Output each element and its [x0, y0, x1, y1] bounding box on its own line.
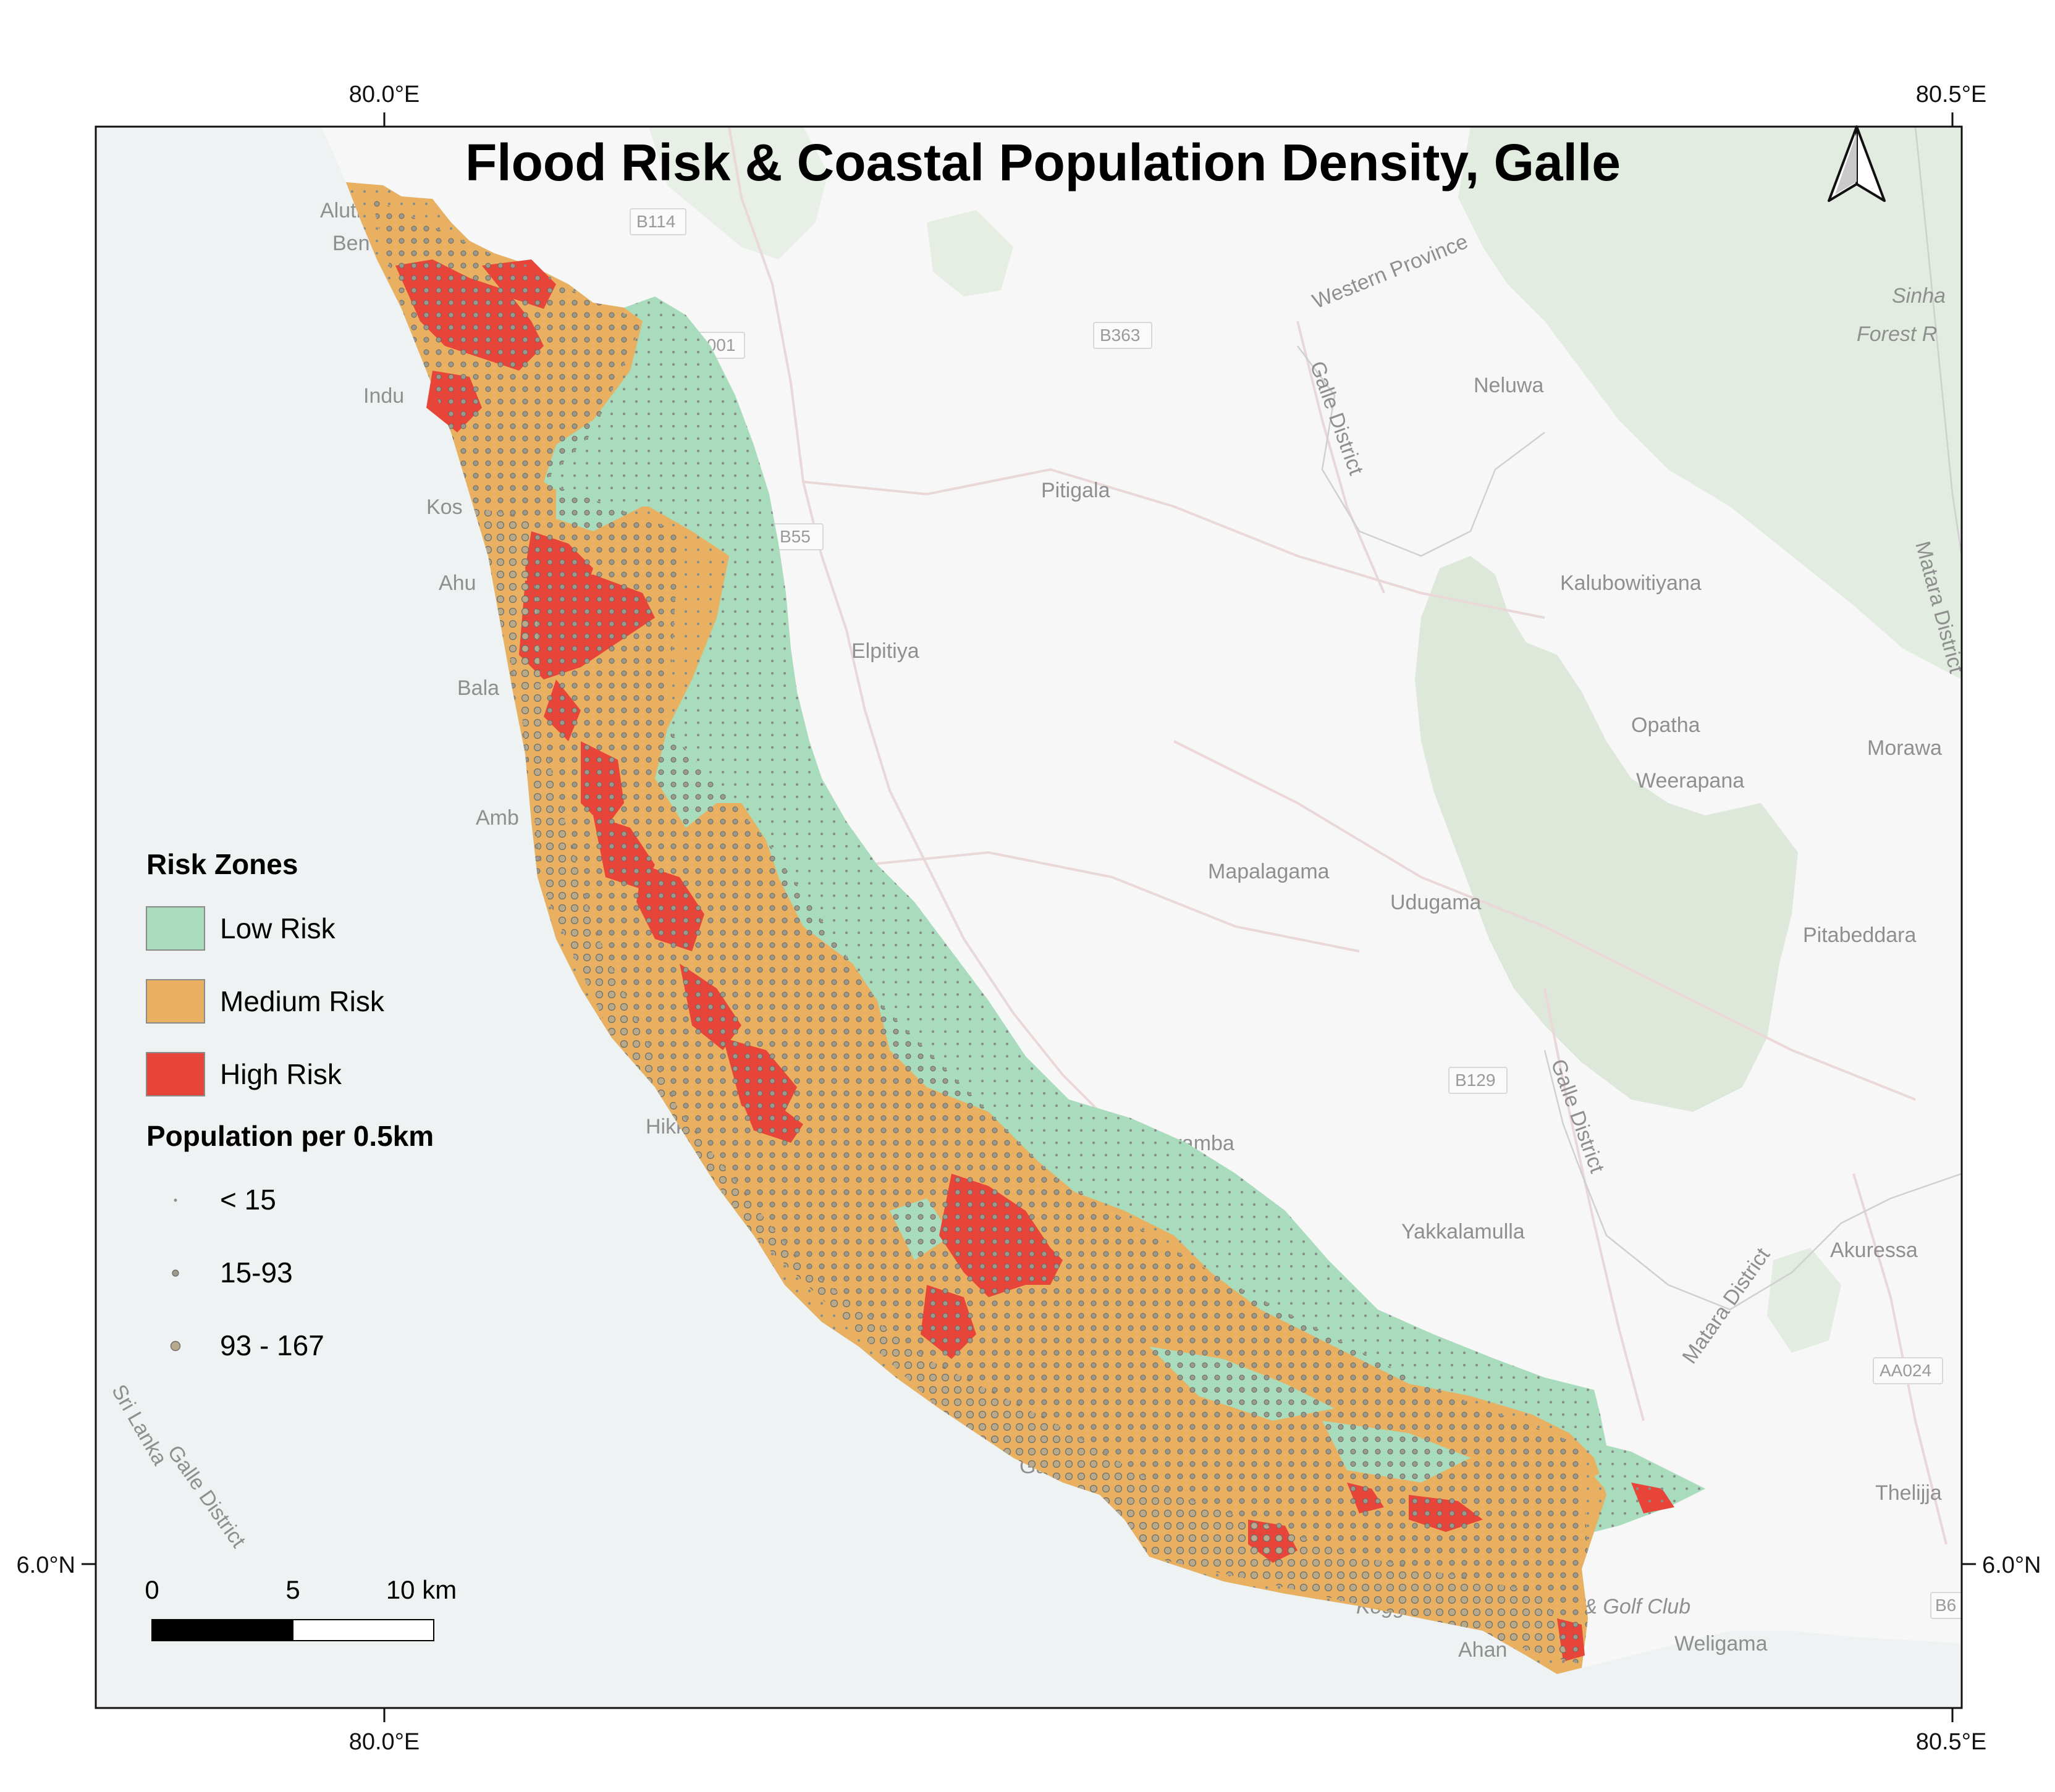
legend: Risk Zones Low Risk Medium Risk High Ris…: [146, 848, 434, 1361]
place-label: Pitigala: [1041, 479, 1110, 502]
graticule-label-top: 80.0°E: [349, 82, 420, 107]
legend-swatch-high: [146, 1052, 205, 1096]
graticule-label-left: 6.0°N: [17, 1552, 75, 1578]
forest-area: [927, 210, 1013, 297]
graticule-label-top: 80.5°E: [1916, 82, 1987, 107]
legend-label-low: Low Risk: [220, 912, 336, 944]
legend-swatch-medium: [146, 979, 205, 1024]
admin-boundaries: [1297, 127, 1962, 1311]
place-label: Amb: [476, 806, 519, 830]
forest-area: [649, 127, 828, 259]
legend-label-medium: Medium Risk: [220, 985, 385, 1017]
scale-label-10: 10 km: [386, 1575, 457, 1604]
graticule-label-right: 6.0°N: [1982, 1552, 2041, 1578]
road-label: AA024: [1880, 1361, 1931, 1380]
place-label: Mapalagama: [1208, 860, 1330, 883]
map-title: Flood Risk & Coastal Population Density,…: [465, 133, 1621, 191]
legend-label-pop-small: < 15: [220, 1184, 276, 1216]
forest-area: [1767, 1248, 1841, 1353]
place-label: Weerapana: [1636, 769, 1744, 793]
road-label: B114: [636, 212, 675, 231]
place-label: Bala: [457, 676, 499, 700]
population-dots-large: [470, 507, 1569, 1662]
legend-dot-medium: [172, 1269, 179, 1277]
legend-label-pop-large: 93 - 167: [220, 1329, 324, 1361]
road-network: [728, 127, 1947, 1545]
road-label: B129: [1455, 1071, 1495, 1090]
road-labels: B114 E001 B363 B55 B129 AA024 B6: [630, 208, 1962, 1619]
scale-label-0: 0: [145, 1575, 159, 1604]
place-label: Neluwa: [1474, 374, 1543, 397]
map-frame: [95, 125, 1963, 1709]
road-label: B6: [1935, 1596, 1956, 1615]
forest-area: [1458, 127, 1962, 679]
place-label: Thelijja: [1875, 1481, 1942, 1505]
place-label: Pitabeddara: [1803, 923, 1916, 947]
place-label: Forest R: [1857, 322, 1937, 346]
graticule-label-bottom: 80.0°E: [349, 1729, 420, 1755]
legend-risk-title: Risk Zones: [146, 848, 298, 880]
legend-dot-large: [170, 1340, 181, 1352]
place-label: Opatha: [1631, 713, 1700, 737]
road-label: B55: [780, 527, 811, 546]
legend-pop-title: Population per 0.5km: [146, 1120, 434, 1152]
sea: [96, 127, 1962, 1708]
forest-area: [1415, 556, 1798, 1112]
legend-dot-small: [174, 1198, 177, 1202]
graticule: [82, 112, 1976, 1722]
place-label: Udugama: [1390, 891, 1482, 914]
legend-label-pop-medium: 15-93: [220, 1256, 293, 1289]
place-label: Akuressa: [1830, 1239, 1918, 1262]
scale-label-5: 5: [285, 1575, 300, 1604]
place-label: Sinha: [1892, 284, 1946, 308]
graticule-label-bottom: 80.5°E: [1916, 1729, 1987, 1755]
place-label: Ben: [332, 232, 370, 255]
place-label: Weligama: [1674, 1632, 1768, 1655]
place-label: Yakkalamulla: [1401, 1220, 1525, 1243]
place-label: Ahu: [439, 571, 476, 595]
road-label: B363: [1100, 326, 1140, 345]
place-label: Kos: [426, 495, 463, 519]
place-label: Ahan: [1458, 1638, 1507, 1662]
place-label: Indu: [363, 384, 404, 408]
place-label: Morawa: [1867, 736, 1942, 760]
north-arrow-icon: [1828, 125, 1886, 202]
scale-bar: 0 5 10 km: [145, 1575, 457, 1641]
legend-swatch-low: [146, 906, 205, 951]
population-dots-medium: [371, 198, 1594, 1668]
place-label: Elpitiya: [851, 639, 919, 663]
place-label: Kalubowitiyana: [1560, 571, 1702, 595]
basemap: Aluth Ben Indu Kos Ahu Bala Amb Hikk Gal…: [96, 127, 1962, 1708]
legend-label-high: High Risk: [220, 1058, 342, 1090]
